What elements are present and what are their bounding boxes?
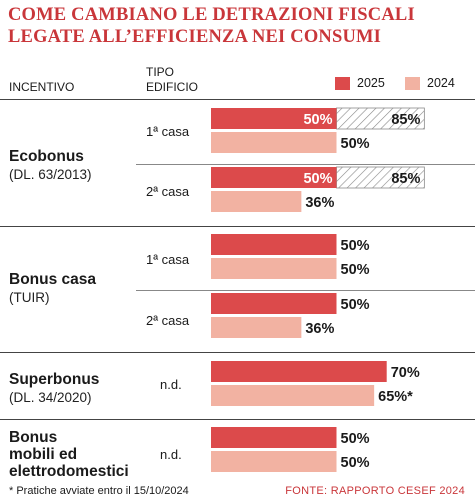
incentive-sub-superbonus: (DL. 34/2020): [9, 390, 92, 405]
bar-2024-g1-r1: [211, 317, 302, 338]
bar-label-2024-g1-r1: 36%: [305, 321, 334, 337]
legend-item-2025: 2025: [335, 76, 385, 90]
bar-label-2024-g2-r0: 65%*: [378, 389, 413, 405]
bar-2025-g0-r1: [211, 167, 337, 188]
bar-label-2025-future-g0-r1: 85%: [391, 171, 420, 187]
header-divider: [0, 99, 475, 100]
row-label-superbonus: n.d.: [160, 377, 182, 392]
footnote: * Pratiche avviate entro il 15/10/2024: [9, 485, 189, 497]
bar-label-2025-g1-r1: 50%: [341, 297, 370, 313]
incentive-sub-ecobonus: (DL. 63/2013): [9, 167, 92, 182]
bar-2025-g2-r0: [211, 361, 387, 382]
incentive-name-bonus-mobili-line3: elettrodomestici: [9, 463, 129, 480]
column-header-tipo-edificio: TIPO EDIFICIO: [146, 65, 198, 95]
row-divider-ecobonus: [136, 164, 475, 165]
incentive-name-bonus-casa: Bonus casa: [9, 271, 97, 288]
row-label-bonus-casa-2: 2ª casa: [146, 313, 190, 328]
bar-label-2024-g0-r1: 36%: [305, 195, 334, 211]
bar-2025-g1-r1: [211, 293, 337, 314]
incentive-name-bonus-mobili-line2: mobili ed: [9, 446, 78, 463]
group-divider-1: [0, 226, 475, 227]
incentive-name-ecobonus: Ecobonus: [9, 148, 84, 165]
incentive-name-bonus-mobili-line1: Bonus: [9, 429, 58, 446]
source-note: FONTE: RAPPORTO CESEF 2024: [285, 485, 465, 497]
bar-2024-g0-r0: [211, 132, 337, 153]
bar-label-2025-g1-r0: 50%: [341, 238, 370, 254]
row-label-ecobonus-2: 2ª casa: [146, 184, 190, 199]
legend-swatch-2024: [405, 76, 420, 90]
bar-2025-g0-r0: [211, 108, 337, 129]
chart-title: COME CAMBIANO LE DETRAZIONI FISCALI LEGA…: [8, 4, 415, 48]
bar-label-2024-g3-r0: 50%: [341, 455, 370, 471]
group-divider-2: [0, 352, 475, 353]
row-label-bonus-mobili: n.d.: [160, 447, 182, 462]
legend-label-2025: 2025: [357, 76, 385, 90]
row-label-bonus-casa-1: 1ª casa: [146, 252, 190, 267]
row-divider-bonus-casa: [136, 290, 475, 291]
row-label-ecobonus-1: 1ª casa: [146, 124, 190, 139]
bar-label-2024-g1-r0: 50%: [341, 262, 370, 278]
legend-label-2024: 2024: [427, 76, 455, 90]
chart-title-line-1: COME CAMBIANO LE DETRAZIONI FISCALI: [8, 5, 415, 25]
incentive-sub-bonus-casa: (TUIR): [9, 290, 50, 305]
bar-label-2025-future-g0-r0: 85%: [391, 112, 420, 128]
group-divider-3: [0, 419, 475, 420]
chart-title-line-2: LEGATE ALL’EFFICIENZA NEI CONSUMI: [8, 27, 382, 47]
bar-2024-g1-r0: [211, 258, 337, 279]
column-header-incentivo: INCENTIVO: [9, 80, 75, 94]
bar-label-2024-g0-r0: 50%: [341, 136, 370, 152]
bar-label-2025-g2-r0: 70%: [391, 365, 420, 381]
bar-2025-g3-r0: [211, 427, 337, 448]
bar-label-2025-g0-r0: 50%: [303, 112, 332, 128]
column-header-tipo-line2: EDIFICIO: [146, 80, 199, 94]
bar-label-2025-g3-r0: 50%: [341, 431, 370, 447]
bar-2024-g2-r0: [211, 385, 375, 406]
incentive-name-superbonus: Superbonus: [9, 371, 100, 388]
bar-label-2025-g0-r1: 50%: [303, 171, 332, 187]
bar-2024-g0-r1: [211, 191, 302, 212]
bar-2025-g1-r0: [211, 234, 337, 255]
legend-swatch-2025: [335, 76, 350, 90]
legend-item-2024: 2024: [405, 76, 455, 90]
bar-2024-g3-r0: [211, 451, 337, 472]
column-header-tipo-line1: TIPO: [146, 65, 175, 79]
